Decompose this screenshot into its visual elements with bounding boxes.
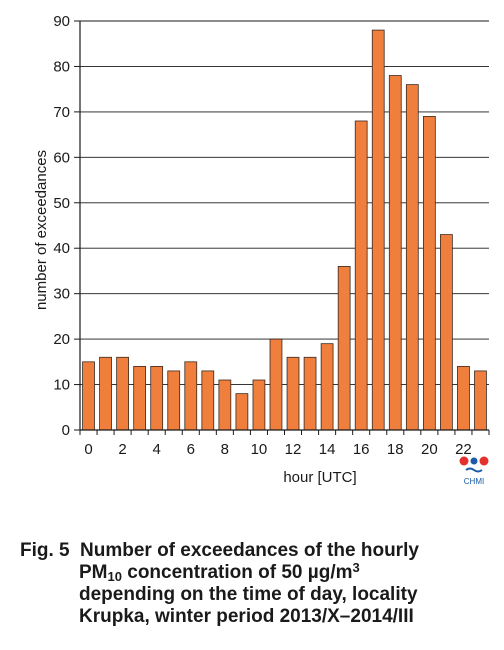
caption-line-1: Number of exceedances of the hourly: [80, 540, 419, 561]
bar: [422, 116, 436, 431]
x-tick-label: 16: [353, 441, 370, 458]
x-axis-label: hour [UTC]: [283, 469, 356, 486]
caption-line-2: concentration of 50 µg/m: [121, 562, 353, 583]
bar: [474, 370, 487, 431]
x-tick-label: 2: [118, 441, 126, 458]
y-tick-label: 90: [53, 13, 70, 30]
bar: [82, 361, 95, 431]
chmi-logo: CHMI: [459, 456, 489, 486]
bar: [99, 356, 112, 431]
bars: [82, 29, 487, 431]
bar: [354, 120, 368, 431]
x-tick-label: 14: [319, 441, 336, 458]
caption-pm-subscript: 10: [107, 569, 122, 584]
logo-dot-right: [479, 456, 489, 466]
bar: [440, 234, 453, 431]
bar: [269, 338, 283, 431]
logo-dot-center: [470, 457, 478, 465]
bar: [150, 365, 164, 431]
bar: [133, 365, 147, 431]
x-tick-label: 20: [421, 441, 438, 458]
y-tick-label: 20: [53, 331, 70, 348]
x-tick-label: 10: [251, 441, 268, 458]
bar: [457, 365, 470, 431]
x-tick-label: 8: [221, 441, 229, 458]
y-tick-label: 30: [53, 286, 70, 303]
bar: [320, 343, 334, 431]
x-tick-label: 0: [84, 441, 92, 458]
y-axis-label: number of exceedances: [33, 150, 50, 310]
axes: [74, 20, 490, 435]
y-tick-label: 10: [53, 377, 70, 394]
bar: [371, 29, 385, 431]
logo-text: CHMI: [464, 477, 484, 486]
bar: [405, 84, 419, 431]
bar: [388, 75, 402, 431]
bar: [286, 356, 300, 431]
logo-wave: [465, 467, 483, 473]
gridlines: [80, 20, 489, 386]
caption-pm: PM: [79, 562, 108, 583]
y-tick-label: 40: [53, 240, 70, 257]
x-tick-labels: 0 2 4 6 8 10 12 14 16 18 20 22: [84, 441, 471, 458]
y-tick-labels: 0 10 20 30 40 50 60 70 80 90: [53, 13, 70, 439]
bar: [218, 379, 232, 431]
y-tick-label: 80: [53, 58, 70, 75]
y-tick-label: 50: [53, 195, 70, 212]
bar: [167, 370, 181, 431]
figure-caption: Fig. 5 Number of exceedances of the hourl…: [20, 540, 490, 628]
y-tick-label: 70: [53, 104, 70, 121]
x-tick-label: 6: [187, 441, 195, 458]
figure-label: Fig. 5: [20, 540, 70, 561]
bar: [116, 356, 129, 431]
bar: [337, 265, 351, 431]
caption-unit-superscript: 3: [352, 560, 360, 575]
bar: [235, 393, 249, 431]
bar: [201, 370, 215, 431]
x-tick-label: 4: [153, 441, 161, 458]
bar: [184, 361, 198, 431]
y-tick-label: 60: [53, 149, 70, 166]
caption-line-3: depending on the time of day, locality: [79, 584, 418, 605]
x-tick-label: 18: [387, 441, 404, 458]
caption-line-4: Krupka, winter period 2013/X–2014/III: [79, 606, 414, 627]
x-tick-label: 12: [285, 441, 302, 458]
x-tick-label: 22: [455, 441, 472, 458]
bar: [252, 379, 266, 431]
y-tick-label: 0: [62, 422, 70, 439]
bar: [303, 356, 317, 431]
logo-dot-left: [459, 456, 469, 466]
